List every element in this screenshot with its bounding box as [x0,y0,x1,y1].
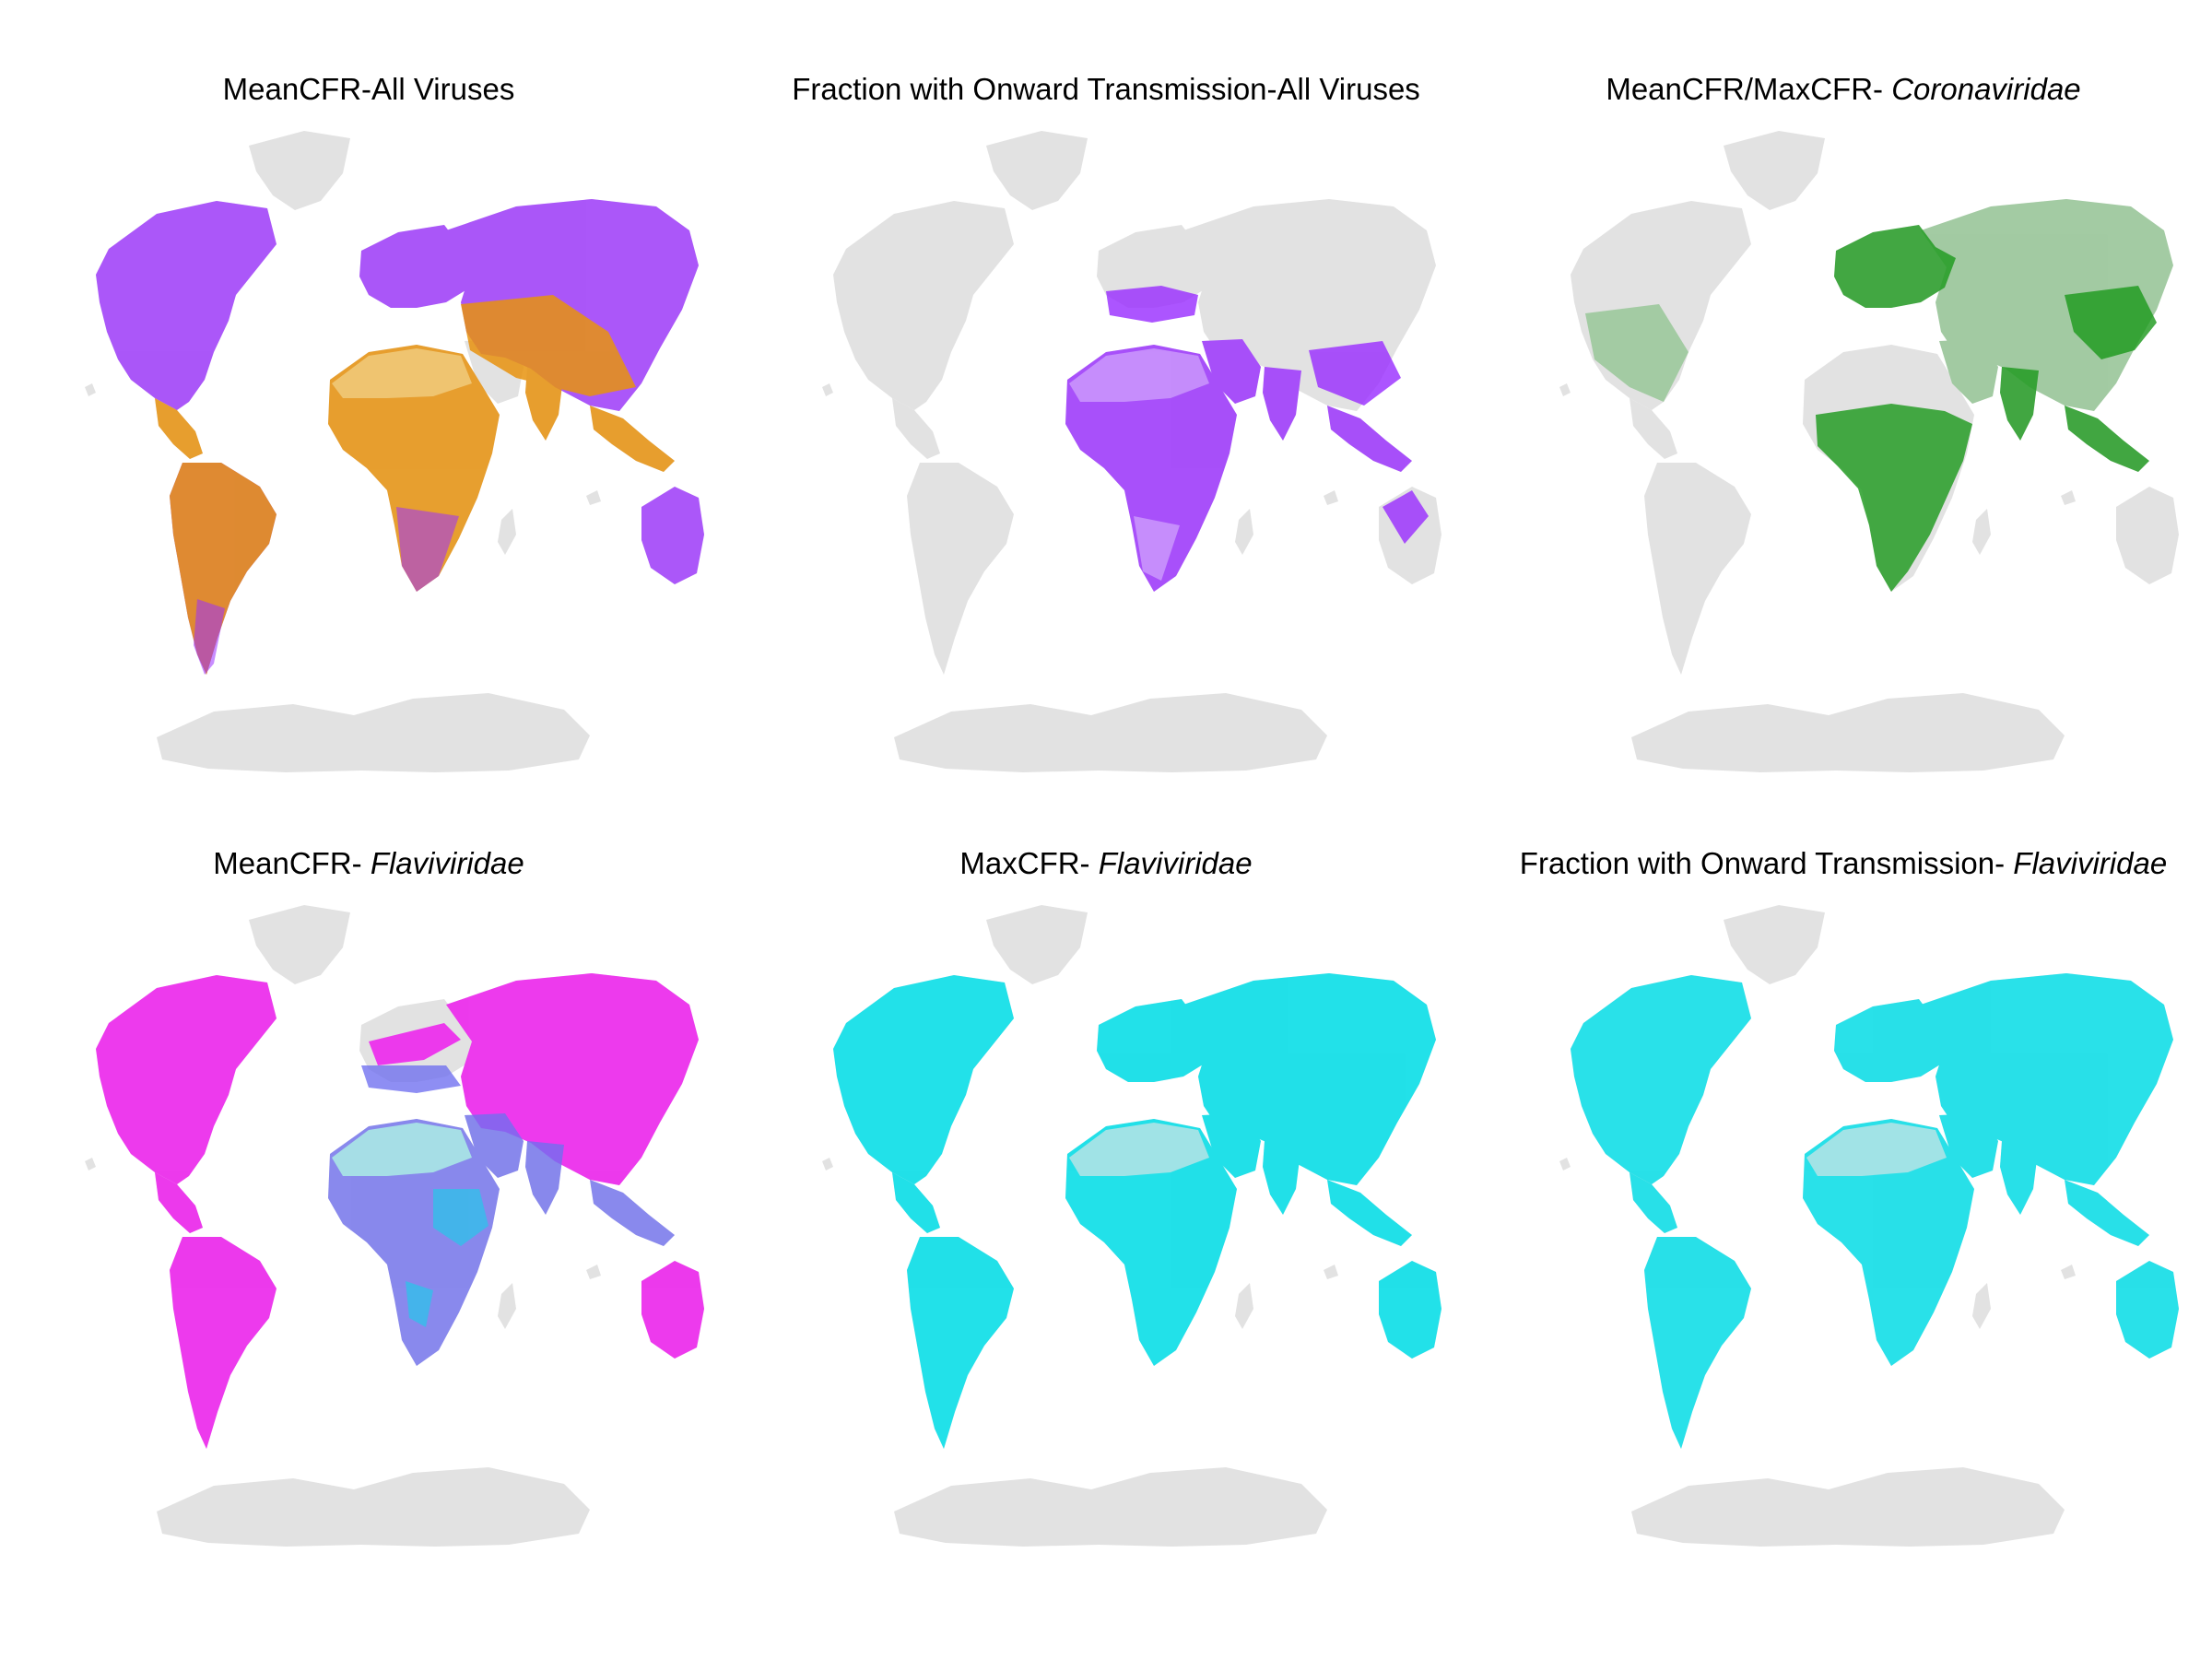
overlay-purple-south [194,507,459,675]
panel-onward-transmission-all-viruses: Fraction with Onward Transmission-All Vi… [737,0,1475,793]
overlay-sand [332,348,472,398]
overlay-cyan [1571,973,2179,1449]
panel-title: MeanCFR/MaxCFR- Coronaviridae [1606,72,2081,106]
panel-meancfr-maxcfr-coronaviridae: MeanCFR/MaxCFR- Coronaviridae [1475,0,2212,793]
panel-title: Fraction with Onward Transmission- Flavi… [1519,846,2168,880]
world-map [0,885,704,1585]
world-map [737,111,1475,811]
overlay-light [1069,348,1209,581]
overlay-magenta [96,973,704,1449]
overlay-cyan [833,973,1441,1449]
panel-maxcfr-flaviviridae: MaxCFR- Flaviviridae [737,774,1475,1567]
overlay-blue [328,1065,675,1366]
overlay-green-light [1585,199,2173,411]
overlay-cyan-spots [406,1189,488,1327]
panel-onward-transmission-flaviviridae: Fraction with Onward Transmission- Flavi… [1475,774,2212,1567]
panel-title: MeanCFR- Flaviviridae [213,846,524,880]
overlay-green [1816,225,2157,592]
panel-meancfr-all-viruses: MeanCFR-All Viruses [0,0,737,793]
panel-title: Fraction with Onward Transmission-All Vi… [792,72,1420,106]
panel-meancfr-flaviviridae: MeanCFR- Flaviviridae [0,774,737,1567]
overlay-pale-cyan [1069,1123,1209,1176]
world-map [1475,111,2212,811]
overlay-purple [1065,286,1429,592]
overlay-orange [155,295,675,675]
world-map [0,111,704,811]
world-map [1475,885,2179,1585]
world-map [737,885,1441,1585]
panel-title: MeanCFR-All Viruses [222,72,515,106]
overlay-pale-cyan [1806,1123,1947,1176]
overlay-pale-cyan [332,1123,472,1176]
panel-title: MaxCFR- Flaviviridae [959,846,1253,880]
